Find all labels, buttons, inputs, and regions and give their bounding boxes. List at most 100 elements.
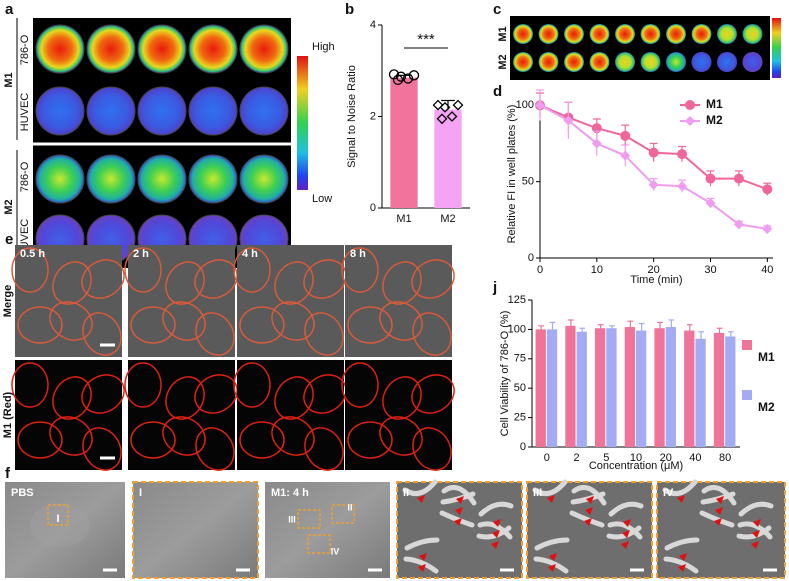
arrow (547, 495, 555, 503)
bar (654, 328, 665, 447)
well (564, 52, 584, 72)
well (86, 154, 136, 204)
arrow (455, 507, 463, 515)
fiber (477, 521, 513, 540)
time-label: 4 h (242, 248, 258, 260)
cell (52, 376, 92, 420)
marker (395, 71, 407, 82)
bar (665, 327, 677, 447)
cell (233, 362, 271, 408)
image-label: PBS (11, 487, 34, 499)
row-label: 786-O (19, 161, 31, 192)
fiber (606, 525, 642, 540)
cell (130, 421, 176, 459)
arrow (493, 519, 501, 527)
bar (576, 331, 587, 447)
time-label: 8 h (350, 248, 366, 260)
marker (620, 130, 631, 141)
arrow (456, 496, 464, 504)
y-tick-label: 2 (370, 110, 376, 122)
x-tick-label: 2 (574, 452, 580, 464)
legend-label: M1 (758, 350, 775, 364)
cell (271, 416, 315, 456)
x-tick-label: 80 (719, 452, 731, 464)
image (128, 360, 235, 470)
fiber (439, 510, 475, 528)
well (666, 24, 686, 44)
marker (705, 173, 716, 184)
fiber (664, 537, 700, 551)
x-tick-label: 10 (591, 264, 603, 276)
bar (434, 109, 462, 208)
well (589, 24, 610, 44)
colorbar-label: Low (312, 193, 332, 205)
well (513, 52, 533, 72)
marker (432, 99, 444, 111)
fiber (404, 537, 440, 551)
panel-letter: f (5, 465, 11, 482)
cell (303, 374, 347, 414)
arrow (454, 518, 462, 526)
well (717, 24, 737, 44)
fiber (476, 525, 512, 540)
line (539, 104, 768, 230)
cell (17, 421, 63, 459)
image (128, 245, 235, 357)
colorbar-label: High (312, 41, 335, 53)
annotation: *** (417, 31, 435, 48)
bar (624, 327, 635, 447)
image (237, 245, 344, 357)
marker (733, 173, 744, 184)
bar (606, 328, 617, 447)
well (640, 24, 661, 44)
marker (408, 70, 420, 81)
marker (392, 74, 404, 86)
cell (194, 259, 238, 299)
marker (563, 115, 574, 126)
y-tick-label: 0 (520, 441, 526, 453)
row-label: 786-O (19, 34, 31, 65)
cell (379, 416, 423, 456)
fiber (738, 501, 774, 517)
marker (402, 73, 414, 84)
well (538, 52, 559, 72)
fiber (441, 485, 477, 506)
marker (677, 149, 688, 160)
well (615, 24, 635, 44)
bar (725, 336, 736, 447)
y-tick-label: 75 (514, 353, 526, 365)
region-label: IV (331, 546, 340, 556)
image (132, 481, 259, 579)
arrow (716, 496, 724, 504)
well (188, 86, 238, 136)
y-tick-label: 100 (516, 99, 534, 111)
cell (165, 261, 205, 305)
cell (303, 259, 347, 299)
bar (636, 330, 647, 447)
well (35, 24, 85, 74)
image (345, 360, 452, 470)
cell (304, 312, 344, 356)
marker (648, 179, 659, 190)
region-label: III (288, 514, 296, 524)
fiber (607, 521, 643, 540)
row-label: HUVEC (19, 93, 31, 132)
fiber (534, 537, 570, 551)
fiber (569, 510, 605, 528)
cell (195, 427, 235, 471)
cell (81, 374, 125, 414)
fiber (701, 485, 737, 506)
cell (239, 421, 285, 459)
x-tick-label: 10 (630, 452, 642, 464)
cell (194, 374, 238, 414)
y-tick-label: 0 (370, 202, 376, 214)
marker (705, 198, 716, 209)
well (137, 24, 187, 74)
marker (452, 99, 464, 111)
well (86, 24, 136, 74)
arrow (419, 553, 427, 561)
y-axis-label: Cell Viability of 786-O (%) (499, 311, 511, 437)
x-tick-label: 20 (648, 264, 660, 276)
cell (49, 301, 93, 341)
group-label: M2 (3, 199, 15, 214)
